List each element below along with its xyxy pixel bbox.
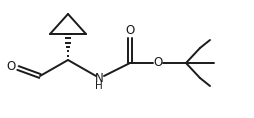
Text: O: O bbox=[153, 57, 163, 70]
Text: O: O bbox=[6, 61, 16, 74]
Text: O: O bbox=[125, 23, 135, 36]
Text: N: N bbox=[95, 72, 103, 84]
Text: H: H bbox=[95, 81, 103, 91]
